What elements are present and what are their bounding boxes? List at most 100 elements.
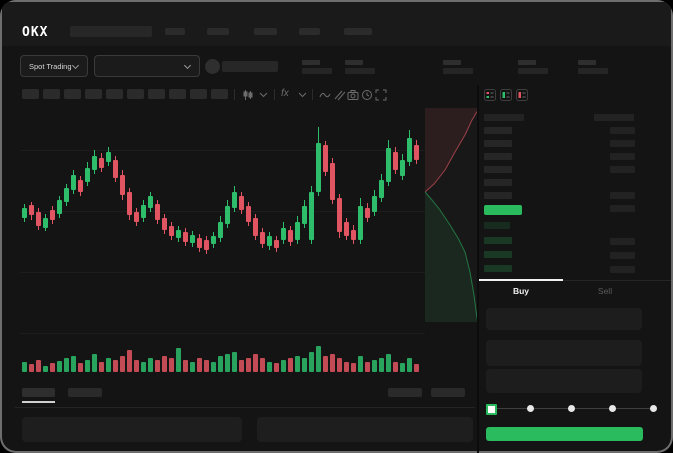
stat-value-placeholder (518, 68, 548, 74)
line-chart-icon[interactable] (319, 89, 331, 101)
indicators-icon[interactable]: fx (281, 88, 289, 99)
timeframe-button-placeholder[interactable] (190, 89, 207, 99)
amount-input-placeholder[interactable] (486, 340, 642, 366)
chevron-down-icon[interactable] (259, 92, 271, 104)
orderbook-view-asks-icon[interactable] (516, 89, 528, 101)
candle-body (71, 175, 76, 190)
ask-price-bar[interactable] (484, 166, 512, 173)
drawing-tools-icon[interactable] (333, 89, 345, 101)
price-input-placeholder[interactable] (486, 308, 642, 330)
bottom-tab-placeholder[interactable] (22, 388, 55, 397)
ask-price-bar[interactable] (484, 127, 512, 134)
candle-body (379, 180, 384, 198)
bid-price-bar[interactable] (484, 222, 510, 229)
volume-bar (134, 360, 139, 372)
chevron-down-icon (183, 61, 192, 69)
volume-bar (148, 358, 153, 372)
candle-body (190, 235, 195, 243)
ask-price-bar[interactable] (484, 153, 512, 160)
candle-body (337, 198, 342, 232)
timeframe-button-placeholder[interactable] (106, 89, 123, 99)
nav-item-placeholder[interactable] (207, 28, 229, 35)
candle-style-icon[interactable] (242, 89, 254, 101)
timeframe-button-placeholder[interactable] (85, 89, 102, 99)
slider-step-dot[interactable] (568, 405, 575, 412)
orderbook-view-bids-icon[interactable] (500, 89, 512, 101)
bottom-action-placeholder[interactable] (431, 388, 465, 397)
stat-label-placeholder (302, 60, 320, 65)
volume-bar (141, 362, 146, 372)
ob-amount-bar (610, 192, 635, 199)
coin-avatar (205, 59, 220, 74)
ask-price-bar[interactable] (484, 140, 512, 147)
bid-price-bar[interactable] (484, 237, 512, 244)
nav-item-placeholder[interactable] (165, 28, 185, 35)
ask-price-bar[interactable] (484, 179, 512, 186)
orderbook-view-all-icon[interactable] (484, 89, 496, 101)
candle-body (106, 152, 111, 162)
depth-bids-line (425, 191, 478, 322)
volume-bar (78, 363, 83, 372)
volume-bar (71, 356, 76, 372)
candle-body (316, 143, 321, 192)
slider-step-dot[interactable] (609, 405, 616, 412)
toolbar-separator (312, 89, 313, 100)
candle-body (281, 228, 286, 240)
nav-item-placeholder[interactable] (344, 28, 372, 35)
volume-bar (281, 360, 286, 372)
bid-price-bar[interactable] (484, 265, 512, 272)
candle-body (85, 168, 90, 182)
ob-amount-bar (610, 127, 635, 134)
volume-bar (99, 362, 104, 372)
candle-body (92, 156, 97, 170)
timeframe-button-placeholder[interactable] (127, 89, 144, 99)
volume-bar (57, 361, 62, 372)
chart-gridline (20, 150, 425, 151)
volume-bar (50, 363, 55, 372)
volume-bar (64, 358, 69, 372)
chart-gridline (20, 211, 425, 212)
ask-price-bar[interactable] (484, 192, 512, 199)
tab-sell[interactable]: Sell (597, 286, 613, 296)
timeframe-button-placeholder[interactable] (169, 89, 186, 99)
candle-body (295, 222, 300, 240)
timeframe-button-placeholder[interactable] (211, 89, 228, 99)
timeframe-button-placeholder[interactable] (43, 89, 60, 99)
pair-selector-dropdown[interactable] (94, 55, 200, 77)
buy-submit-button[interactable] (486, 427, 643, 441)
nav-item-placeholder[interactable] (299, 28, 320, 35)
bid-price-bar[interactable] (484, 251, 512, 258)
ob-amount-bar (610, 140, 635, 147)
nav-item-placeholder[interactable] (254, 28, 277, 35)
volume-bar (183, 360, 188, 372)
volume-bar (316, 346, 321, 372)
bottom-tab-placeholder[interactable] (68, 388, 102, 397)
candle-body (148, 196, 153, 208)
timeframe-button-placeholder[interactable] (148, 89, 165, 99)
slider-handle[interactable] (486, 404, 497, 415)
candle-body (365, 208, 370, 218)
tab-buy[interactable]: Buy (512, 286, 530, 296)
candle-body (260, 232, 265, 244)
screenshot-camera-icon[interactable] (347, 89, 359, 101)
slider-step-dot[interactable] (527, 405, 534, 412)
candle-body (204, 240, 209, 250)
timeframe-button-placeholder[interactable] (22, 89, 39, 99)
total-input-placeholder[interactable] (486, 369, 642, 393)
bottom-tab-active-underline (22, 401, 55, 403)
chevron-down-icon[interactable] (298, 92, 310, 104)
candle-body (169, 226, 174, 236)
slider-step-dot[interactable] (650, 405, 657, 412)
fullscreen-icon[interactable] (375, 89, 387, 101)
volume-bar (414, 364, 419, 372)
bottom-action-placeholder[interactable] (388, 388, 422, 397)
candle-body (253, 218, 258, 236)
candle-body (57, 200, 62, 214)
candle-body (288, 230, 293, 242)
clock-settings-icon[interactable] (361, 89, 373, 101)
candle-body (246, 206, 251, 222)
market-type-selector[interactable]: Spot Trading (20, 55, 88, 77)
timeframe-button-placeholder[interactable] (64, 89, 81, 99)
stat-label-placeholder (518, 60, 536, 65)
candle-body (141, 205, 146, 218)
